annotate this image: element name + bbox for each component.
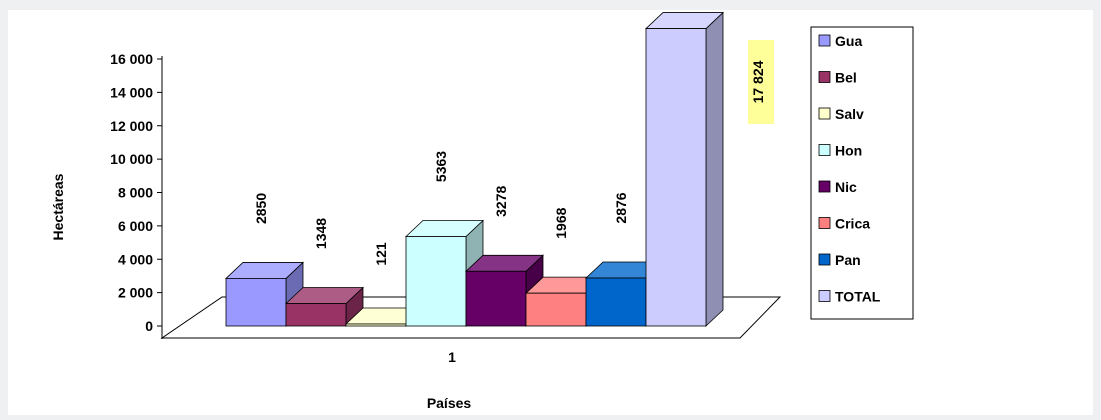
chart-area bbox=[8, 10, 1093, 415]
data-label-gua: 2850 bbox=[253, 193, 269, 224]
bar-front bbox=[525, 292, 587, 327]
data-label-nic: 3278 bbox=[493, 186, 509, 217]
legend-label-total: TOTAL bbox=[835, 289, 881, 305]
bars-layer bbox=[224, 11, 725, 327]
y-tick-label: 10 000 bbox=[110, 151, 153, 167]
y-tick-label: 6 000 bbox=[118, 218, 153, 234]
bar-front bbox=[345, 323, 407, 327]
legend-label-pan: Pan bbox=[835, 252, 861, 268]
y-tick-label: 2 000 bbox=[118, 285, 153, 301]
bar-front bbox=[645, 28, 707, 327]
legend-label-salv: Salv bbox=[835, 106, 864, 122]
legend-swatch-nic bbox=[818, 180, 831, 193]
data-label-pan: 2876 bbox=[613, 192, 629, 223]
legend-swatch-gua bbox=[818, 34, 831, 47]
data-label-salv: 121 bbox=[373, 242, 389, 266]
legend-swatch-crica bbox=[818, 217, 831, 229]
y-tick-label: 14 000 bbox=[110, 84, 153, 100]
legend-label-nic: Nic bbox=[835, 179, 857, 195]
y-tick-label: 16 000 bbox=[110, 51, 153, 67]
y-tick-label: 4 000 bbox=[118, 251, 153, 267]
legend-label-crica: Crica bbox=[835, 216, 870, 232]
data-label-highlight bbox=[748, 40, 774, 124]
data-label-total: 17 824 bbox=[750, 60, 766, 103]
bar-bel bbox=[284, 286, 365, 327]
legend-swatch-pan bbox=[818, 253, 831, 266]
bar-total bbox=[644, 11, 725, 327]
bar-front bbox=[585, 277, 647, 327]
bar-front bbox=[465, 270, 527, 327]
data-labels-layer: 2850 1348 121 5363 3278 1968 2876 17 824 bbox=[253, 40, 774, 266]
y-tick-label: 0 bbox=[145, 318, 153, 334]
legend-box bbox=[810, 26, 914, 320]
legend-swatch-total bbox=[818, 290, 831, 302]
bar-front bbox=[225, 278, 287, 327]
x-axis-title: Países bbox=[427, 395, 472, 411]
bar-front bbox=[285, 303, 347, 327]
bar-front bbox=[405, 236, 467, 327]
legend-swatch-hon bbox=[818, 144, 831, 156]
y-axis-title: Hectáreas bbox=[50, 173, 66, 240]
x-category-label: 1 bbox=[448, 349, 456, 365]
legend-swatch-bel bbox=[818, 71, 831, 83]
y-tick-label: 12 000 bbox=[110, 118, 153, 134]
data-label-crica: 1968 bbox=[553, 207, 569, 238]
y-tick-label: 8 000 bbox=[118, 185, 153, 201]
legend-label-bel: Bel bbox=[835, 70, 857, 86]
bar-hon bbox=[404, 219, 485, 327]
data-label-bel: 1348 bbox=[313, 218, 329, 249]
bar-side bbox=[705, 11, 724, 327]
legend-swatch-salv bbox=[818, 107, 831, 120]
legend-label-hon: Hon bbox=[835, 143, 862, 159]
legend: Gua Bel Salv Hon Nic Crica Pan TOTAL bbox=[810, 26, 914, 320]
legend-label-gua: Gua bbox=[835, 33, 862, 49]
data-label-hon: 5363 bbox=[433, 151, 449, 182]
